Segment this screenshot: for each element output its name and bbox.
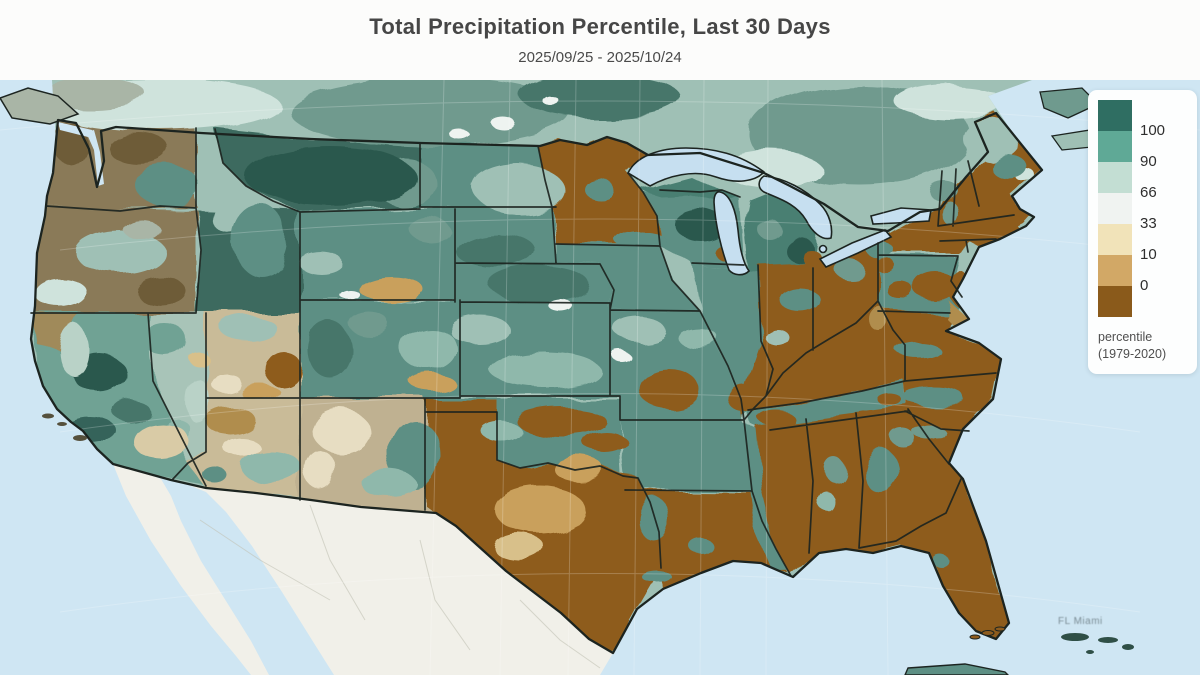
field-patches-cream [210,372,368,490]
map-canvas [0,79,1200,675]
state-borders [30,127,1015,577]
channel-islands [42,413,87,441]
legend-swatch-below0 [1098,286,1132,317]
mexico-mainland [172,480,613,675]
precipitation-map: 100 90 66 33 10 0 percentile (1979-2020)… [0,79,1200,675]
field-patches-soft-teal [143,324,187,356]
legend-tick-10: 10 [1140,246,1157,263]
lake-erie [818,229,893,268]
header: Total Precipitation Percentile, Last 30 … [0,0,1200,80]
field-patches-valley [61,326,209,422]
graticule [0,79,1200,675]
legend-swatch-10 [1098,224,1132,255]
legend-tick-66: 66 [1140,184,1157,201]
legend-panel: 100 90 66 33 10 0 percentile (1979-2020) [1088,90,1197,374]
legend-tick-33: 33 [1140,215,1157,232]
legend-swatch-33 [1098,193,1132,224]
legend-swatch-0 [1098,255,1132,286]
baja-peninsula [113,464,269,675]
lake-ontario [870,207,932,225]
legend-baseline: (1979-2020) [1098,347,1167,361]
lake-st-clair [818,244,828,254]
cuba-sliver [904,663,1009,675]
date-range: 2025/09/25 - 2025/10/24 [518,49,682,66]
puget-sound-water [58,122,104,186]
islands-watermark: FL Miami [1058,616,1103,627]
field-patches-teal [136,154,1026,581]
field-patches-light-teal [75,120,1020,345]
field-patches-ncoast [31,313,80,352]
legend-tick-90: 90 [1140,153,1157,170]
florida-keys [969,626,1006,640]
mexico [113,464,613,675]
field-patches-light-tans [188,351,545,562]
mexico-borders [199,504,601,669]
great-lakes [626,147,932,276]
field-patches-mint [160,328,833,510]
bahamas-islands [1061,633,1134,654]
legend-tick-0: 0 [1140,277,1149,294]
legend-caption: percentile [1098,330,1153,344]
legend-swatch-100 [1098,100,1132,131]
legend-swatch-66 [1098,162,1132,193]
field-patches-desert [132,422,188,458]
legend-swatches [1098,100,1132,317]
legend-swatch-90 [1098,131,1132,162]
us-outline [29,111,1044,655]
legend-tick-100: 100 [1140,122,1166,139]
page-title: Total Precipitation Percentile, Last 30 … [369,14,831,39]
lake-michigan [713,191,751,276]
vancouver-island [0,87,80,125]
